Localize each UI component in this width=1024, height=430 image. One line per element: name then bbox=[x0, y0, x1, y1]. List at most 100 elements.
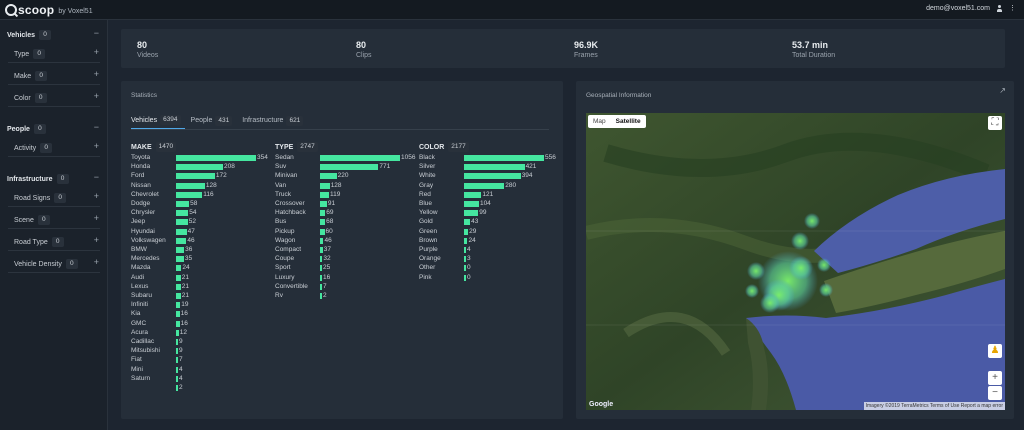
stat-row[interactable]: Truck 119 bbox=[275, 191, 415, 199]
stat-row[interactable]: Mazda 24 bbox=[131, 264, 271, 272]
stat-row[interactable]: Pickup 60 bbox=[275, 228, 415, 236]
collapse-icon[interactable]: − bbox=[93, 28, 99, 38]
tab-people[interactable]: People 431 bbox=[191, 115, 237, 129]
stat-row[interactable]: Blue 104 bbox=[419, 200, 559, 208]
street-view-pegman-icon[interactable]: ♟ bbox=[988, 344, 1002, 358]
stat-row[interactable]: Brown 24 bbox=[419, 237, 559, 245]
stat-row-value: 43 bbox=[471, 218, 479, 226]
stat-row[interactable]: Kia 16 bbox=[131, 310, 271, 318]
stat-row[interactable]: Volkswagen 46 bbox=[131, 237, 271, 245]
stat-row[interactable]: Minivan 220 bbox=[275, 172, 415, 180]
sidebar-item[interactable]: Vehicle Density 0 bbox=[14, 259, 78, 269]
stat-row[interactable]: Nissan 128 bbox=[131, 182, 271, 190]
stat-row[interactable]: Ford 172 bbox=[131, 172, 271, 180]
stat-row[interactable]: Gray 280 bbox=[419, 182, 559, 190]
stat-row[interactable]: Hyundai 47 bbox=[131, 228, 271, 236]
stat-row[interactable]: Fiat 7 bbox=[131, 356, 271, 364]
app-logo[interactable]: scoop by Voxel51 bbox=[5, 3, 93, 17]
stat-row[interactable]: Orange 3 bbox=[419, 255, 559, 263]
tab-infrastructure[interactable]: Infrastructure 621 bbox=[242, 115, 307, 129]
satellite-button[interactable]: Satellite bbox=[615, 118, 641, 125]
stat-row[interactable]: BMW 36 bbox=[131, 246, 271, 254]
sidebar-item[interactable]: Color 0 bbox=[14, 93, 47, 103]
collapse-icon[interactable]: − bbox=[93, 122, 99, 132]
stat-row[interactable]: Red 121 bbox=[419, 191, 559, 199]
expand-plus-icon[interactable]: + bbox=[93, 235, 99, 245]
stat-row[interactable]: Cadillac 9 bbox=[131, 338, 271, 346]
stat-row[interactable]: Other 0 bbox=[419, 264, 559, 272]
stat-row[interactable]: Pink 0 bbox=[419, 274, 559, 282]
zoom-in-button[interactable]: + bbox=[988, 371, 1002, 385]
stat-row[interactable]: Green 29 bbox=[419, 228, 559, 236]
stat-row[interactable]: Lexus 21 bbox=[131, 283, 271, 291]
sidebar-item[interactable]: Activity 0 bbox=[14, 143, 53, 153]
stat-row[interactable]: Coupe 32 bbox=[275, 255, 415, 263]
expand-plus-icon[interactable]: + bbox=[93, 69, 99, 79]
expand-plus-icon[interactable]: + bbox=[93, 141, 99, 151]
stat-row[interactable]: Gold 43 bbox=[419, 218, 559, 226]
expand-plus-icon[interactable]: + bbox=[93, 191, 99, 201]
stat-row[interactable]: Infiniti 19 bbox=[131, 301, 271, 309]
sidebar-group-2[interactable]: Infrastructure 0 bbox=[7, 174, 69, 184]
stat-row[interactable]: Subaru 21 bbox=[131, 292, 271, 300]
stat-row[interactable]: Luxury 16 bbox=[275, 274, 415, 282]
stat-row[interactable]: Convertible 7 bbox=[275, 283, 415, 291]
stat-row[interactable]: Sedan 1056 bbox=[275, 154, 415, 162]
stat-row[interactable]: Silver 421 bbox=[419, 163, 559, 171]
stat-row[interactable]: Wagon 46 bbox=[275, 237, 415, 245]
sidebar-item[interactable]: Make 0 bbox=[14, 71, 48, 81]
stat-row-value: 116 bbox=[203, 190, 214, 198]
sidebar-item[interactable]: Road Type 0 bbox=[14, 237, 64, 247]
stat-row-bar bbox=[320, 228, 325, 235]
expand-plus-icon[interactable]: + bbox=[93, 257, 99, 267]
map-view[interactable]: Map Satellite ⛶ ♟ + − Google Imagery ©20… bbox=[586, 113, 1005, 410]
stat-row[interactable]: Bus 68 bbox=[275, 218, 415, 226]
stat-row[interactable]: Purple 4 bbox=[419, 246, 559, 254]
stat-row[interactable]: Hatchback 69 bbox=[275, 209, 415, 217]
stat-row[interactable]: Toyota 354 bbox=[131, 154, 271, 162]
sidebar-item[interactable]: Road Signs 0 bbox=[14, 193, 67, 203]
stat-row[interactable]: GMC 16 bbox=[131, 320, 271, 328]
stat-row[interactable]: Mitsubishi 9 bbox=[131, 347, 271, 355]
map-attribution[interactable]: Imagery ©2019 TerraMetrics Terms of Use … bbox=[863, 402, 1005, 410]
expand-plus-icon[interactable]: + bbox=[93, 213, 99, 223]
stat-row[interactable]: Rv 2 bbox=[275, 292, 415, 300]
expand-plus-icon[interactable]: + bbox=[93, 47, 99, 57]
stat-row[interactable]: Crossover 91 bbox=[275, 200, 415, 208]
stat-row[interactable]: 2 bbox=[131, 384, 271, 392]
stat-row-label: Gold bbox=[419, 218, 433, 226]
user-email[interactable]: demo@voxel51.com bbox=[926, 5, 990, 12]
collapse-icon[interactable]: − bbox=[93, 172, 99, 182]
stat-row[interactable]: Black 556 bbox=[419, 154, 559, 162]
stat-row[interactable]: Sport 25 bbox=[275, 264, 415, 272]
stat-row[interactable]: Audi 21 bbox=[131, 274, 271, 282]
stat-row[interactable]: White 394 bbox=[419, 172, 559, 180]
stat-row[interactable]: Dodge 58 bbox=[131, 200, 271, 208]
map-button[interactable]: Map bbox=[593, 118, 606, 125]
stat-row[interactable]: Van 128 bbox=[275, 182, 415, 190]
zoom-out-button[interactable]: − bbox=[988, 386, 1002, 400]
stat-row[interactable]: Chevrolet 116 bbox=[131, 191, 271, 199]
stat-row[interactable]: Jeep 52 bbox=[131, 218, 271, 226]
stat-row[interactable]: Yellow 99 bbox=[419, 209, 559, 217]
sidebar-group-1[interactable]: People 0 bbox=[7, 124, 46, 134]
stat-row[interactable]: Saturn 4 bbox=[131, 375, 271, 383]
expand-plus-icon[interactable]: + bbox=[93, 91, 99, 101]
stat-row-bar bbox=[176, 293, 181, 299]
stat-row[interactable]: Compact 37 bbox=[275, 246, 415, 254]
stat-row[interactable]: Honda 208 bbox=[131, 163, 271, 171]
stat-row[interactable]: Mini 4 bbox=[131, 366, 271, 374]
stat-row[interactable]: Acura 12 bbox=[131, 329, 271, 337]
sidebar-item[interactable]: Scene 0 bbox=[14, 215, 50, 225]
tab-vehicles[interactable]: Vehicles 6394 bbox=[131, 115, 185, 129]
fullscreen-button[interactable]: ⛶ bbox=[988, 116, 1002, 130]
stat-row-value: 16 bbox=[180, 319, 188, 327]
sidebar-item[interactable]: Type 0 bbox=[14, 49, 46, 59]
expand-icon[interactable]: ↗ bbox=[999, 86, 1006, 95]
user-icon[interactable] bbox=[996, 5, 1003, 12]
menu-icon[interactable]: ⋮ bbox=[1009, 5, 1016, 12]
stat-row[interactable]: Suv 771 bbox=[275, 163, 415, 171]
sidebar-group-0[interactable]: Vehicles 0 bbox=[7, 30, 52, 40]
stat-row[interactable]: Mercedes 35 bbox=[131, 255, 271, 263]
stat-row[interactable]: Chrysler 54 bbox=[131, 209, 271, 217]
